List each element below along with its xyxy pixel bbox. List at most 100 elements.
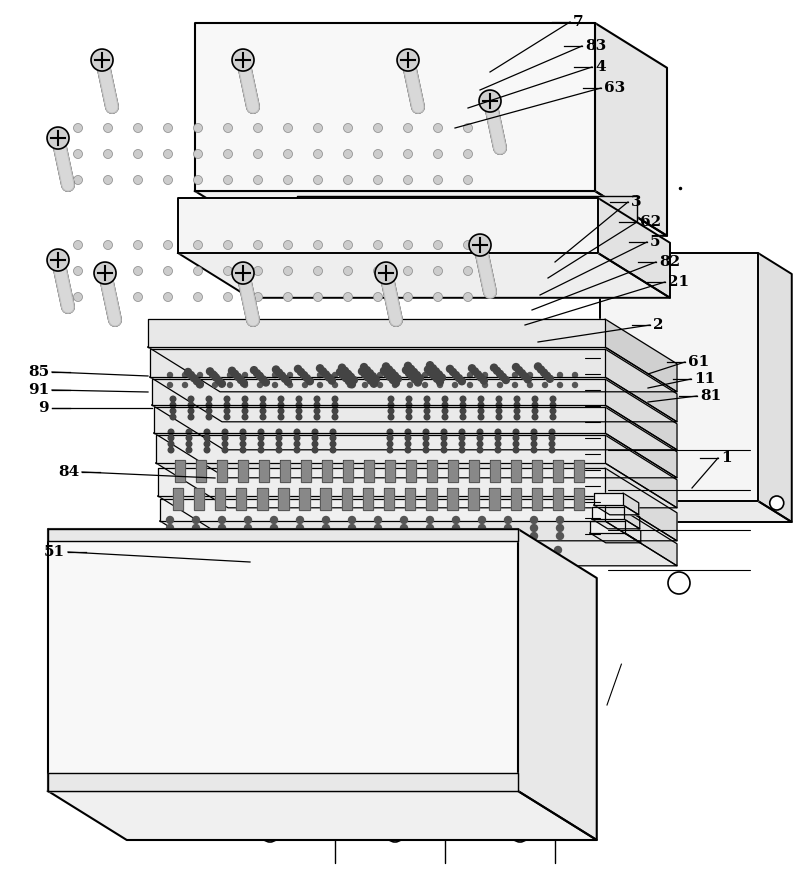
Circle shape <box>231 371 238 378</box>
Text: 2: 2 <box>653 318 663 332</box>
Circle shape <box>499 373 506 380</box>
Circle shape <box>198 372 202 378</box>
Circle shape <box>406 408 412 413</box>
Polygon shape <box>605 379 677 450</box>
Circle shape <box>234 373 242 380</box>
Circle shape <box>322 525 330 532</box>
Circle shape <box>531 441 537 446</box>
Circle shape <box>490 364 498 372</box>
Circle shape <box>258 372 262 378</box>
Text: 5: 5 <box>650 235 661 249</box>
Circle shape <box>373 546 379 553</box>
Circle shape <box>302 382 307 388</box>
Circle shape <box>422 372 427 378</box>
Text: 1: 1 <box>721 451 732 465</box>
Circle shape <box>296 408 302 413</box>
Text: 61: 61 <box>688 355 710 369</box>
Circle shape <box>374 176 382 184</box>
Circle shape <box>460 408 466 413</box>
Circle shape <box>514 402 520 408</box>
Circle shape <box>406 370 413 377</box>
Circle shape <box>463 266 473 275</box>
Circle shape <box>529 546 535 553</box>
Circle shape <box>213 372 218 378</box>
Circle shape <box>227 372 233 378</box>
Circle shape <box>314 266 322 275</box>
Circle shape <box>270 517 278 524</box>
Circle shape <box>542 382 547 388</box>
Circle shape <box>294 554 302 561</box>
Circle shape <box>242 396 248 402</box>
Text: 82: 82 <box>659 255 680 269</box>
Circle shape <box>469 234 491 256</box>
Polygon shape <box>48 529 518 791</box>
Circle shape <box>422 382 427 388</box>
Circle shape <box>254 176 262 184</box>
Circle shape <box>188 396 194 402</box>
Circle shape <box>312 435 318 441</box>
Circle shape <box>514 441 518 446</box>
Circle shape <box>532 408 538 413</box>
Circle shape <box>453 372 459 379</box>
Circle shape <box>224 408 230 413</box>
Circle shape <box>527 372 533 378</box>
Circle shape <box>522 372 529 380</box>
Circle shape <box>358 368 366 375</box>
Polygon shape <box>447 488 458 510</box>
Circle shape <box>425 562 431 569</box>
Polygon shape <box>278 488 289 510</box>
Circle shape <box>321 562 327 569</box>
Circle shape <box>322 533 330 539</box>
Polygon shape <box>178 253 670 298</box>
Circle shape <box>388 402 394 408</box>
Circle shape <box>261 824 279 842</box>
Circle shape <box>170 402 176 408</box>
Circle shape <box>213 374 219 381</box>
Circle shape <box>217 546 223 553</box>
Polygon shape <box>510 488 521 510</box>
Circle shape <box>365 374 371 381</box>
Polygon shape <box>156 435 605 463</box>
Circle shape <box>204 429 210 435</box>
Circle shape <box>554 546 562 553</box>
Circle shape <box>496 402 502 408</box>
Circle shape <box>258 435 264 441</box>
Circle shape <box>383 371 390 378</box>
Circle shape <box>550 435 555 441</box>
Circle shape <box>134 176 142 184</box>
Circle shape <box>373 554 379 561</box>
Circle shape <box>206 414 212 420</box>
Circle shape <box>134 266 142 275</box>
Circle shape <box>389 369 395 376</box>
Circle shape <box>436 379 443 385</box>
Polygon shape <box>152 379 605 405</box>
Circle shape <box>438 382 442 388</box>
Circle shape <box>478 396 484 402</box>
Polygon shape <box>448 460 458 482</box>
Circle shape <box>297 517 303 524</box>
Polygon shape <box>194 488 204 510</box>
Circle shape <box>414 379 422 386</box>
Circle shape <box>550 396 556 402</box>
Circle shape <box>74 266 82 275</box>
Circle shape <box>194 292 202 301</box>
Circle shape <box>328 377 335 384</box>
Circle shape <box>558 382 562 388</box>
Circle shape <box>401 517 407 524</box>
Polygon shape <box>532 460 542 482</box>
Circle shape <box>546 375 554 382</box>
Circle shape <box>409 372 415 380</box>
Circle shape <box>529 562 535 569</box>
Circle shape <box>330 435 336 441</box>
Circle shape <box>405 429 411 435</box>
Circle shape <box>301 372 307 379</box>
Circle shape <box>345 371 351 378</box>
Circle shape <box>524 376 531 383</box>
Polygon shape <box>594 493 623 505</box>
Polygon shape <box>238 460 248 482</box>
Polygon shape <box>605 407 677 478</box>
Circle shape <box>402 367 410 373</box>
Circle shape <box>210 371 217 378</box>
Polygon shape <box>150 377 677 421</box>
Circle shape <box>242 402 248 408</box>
